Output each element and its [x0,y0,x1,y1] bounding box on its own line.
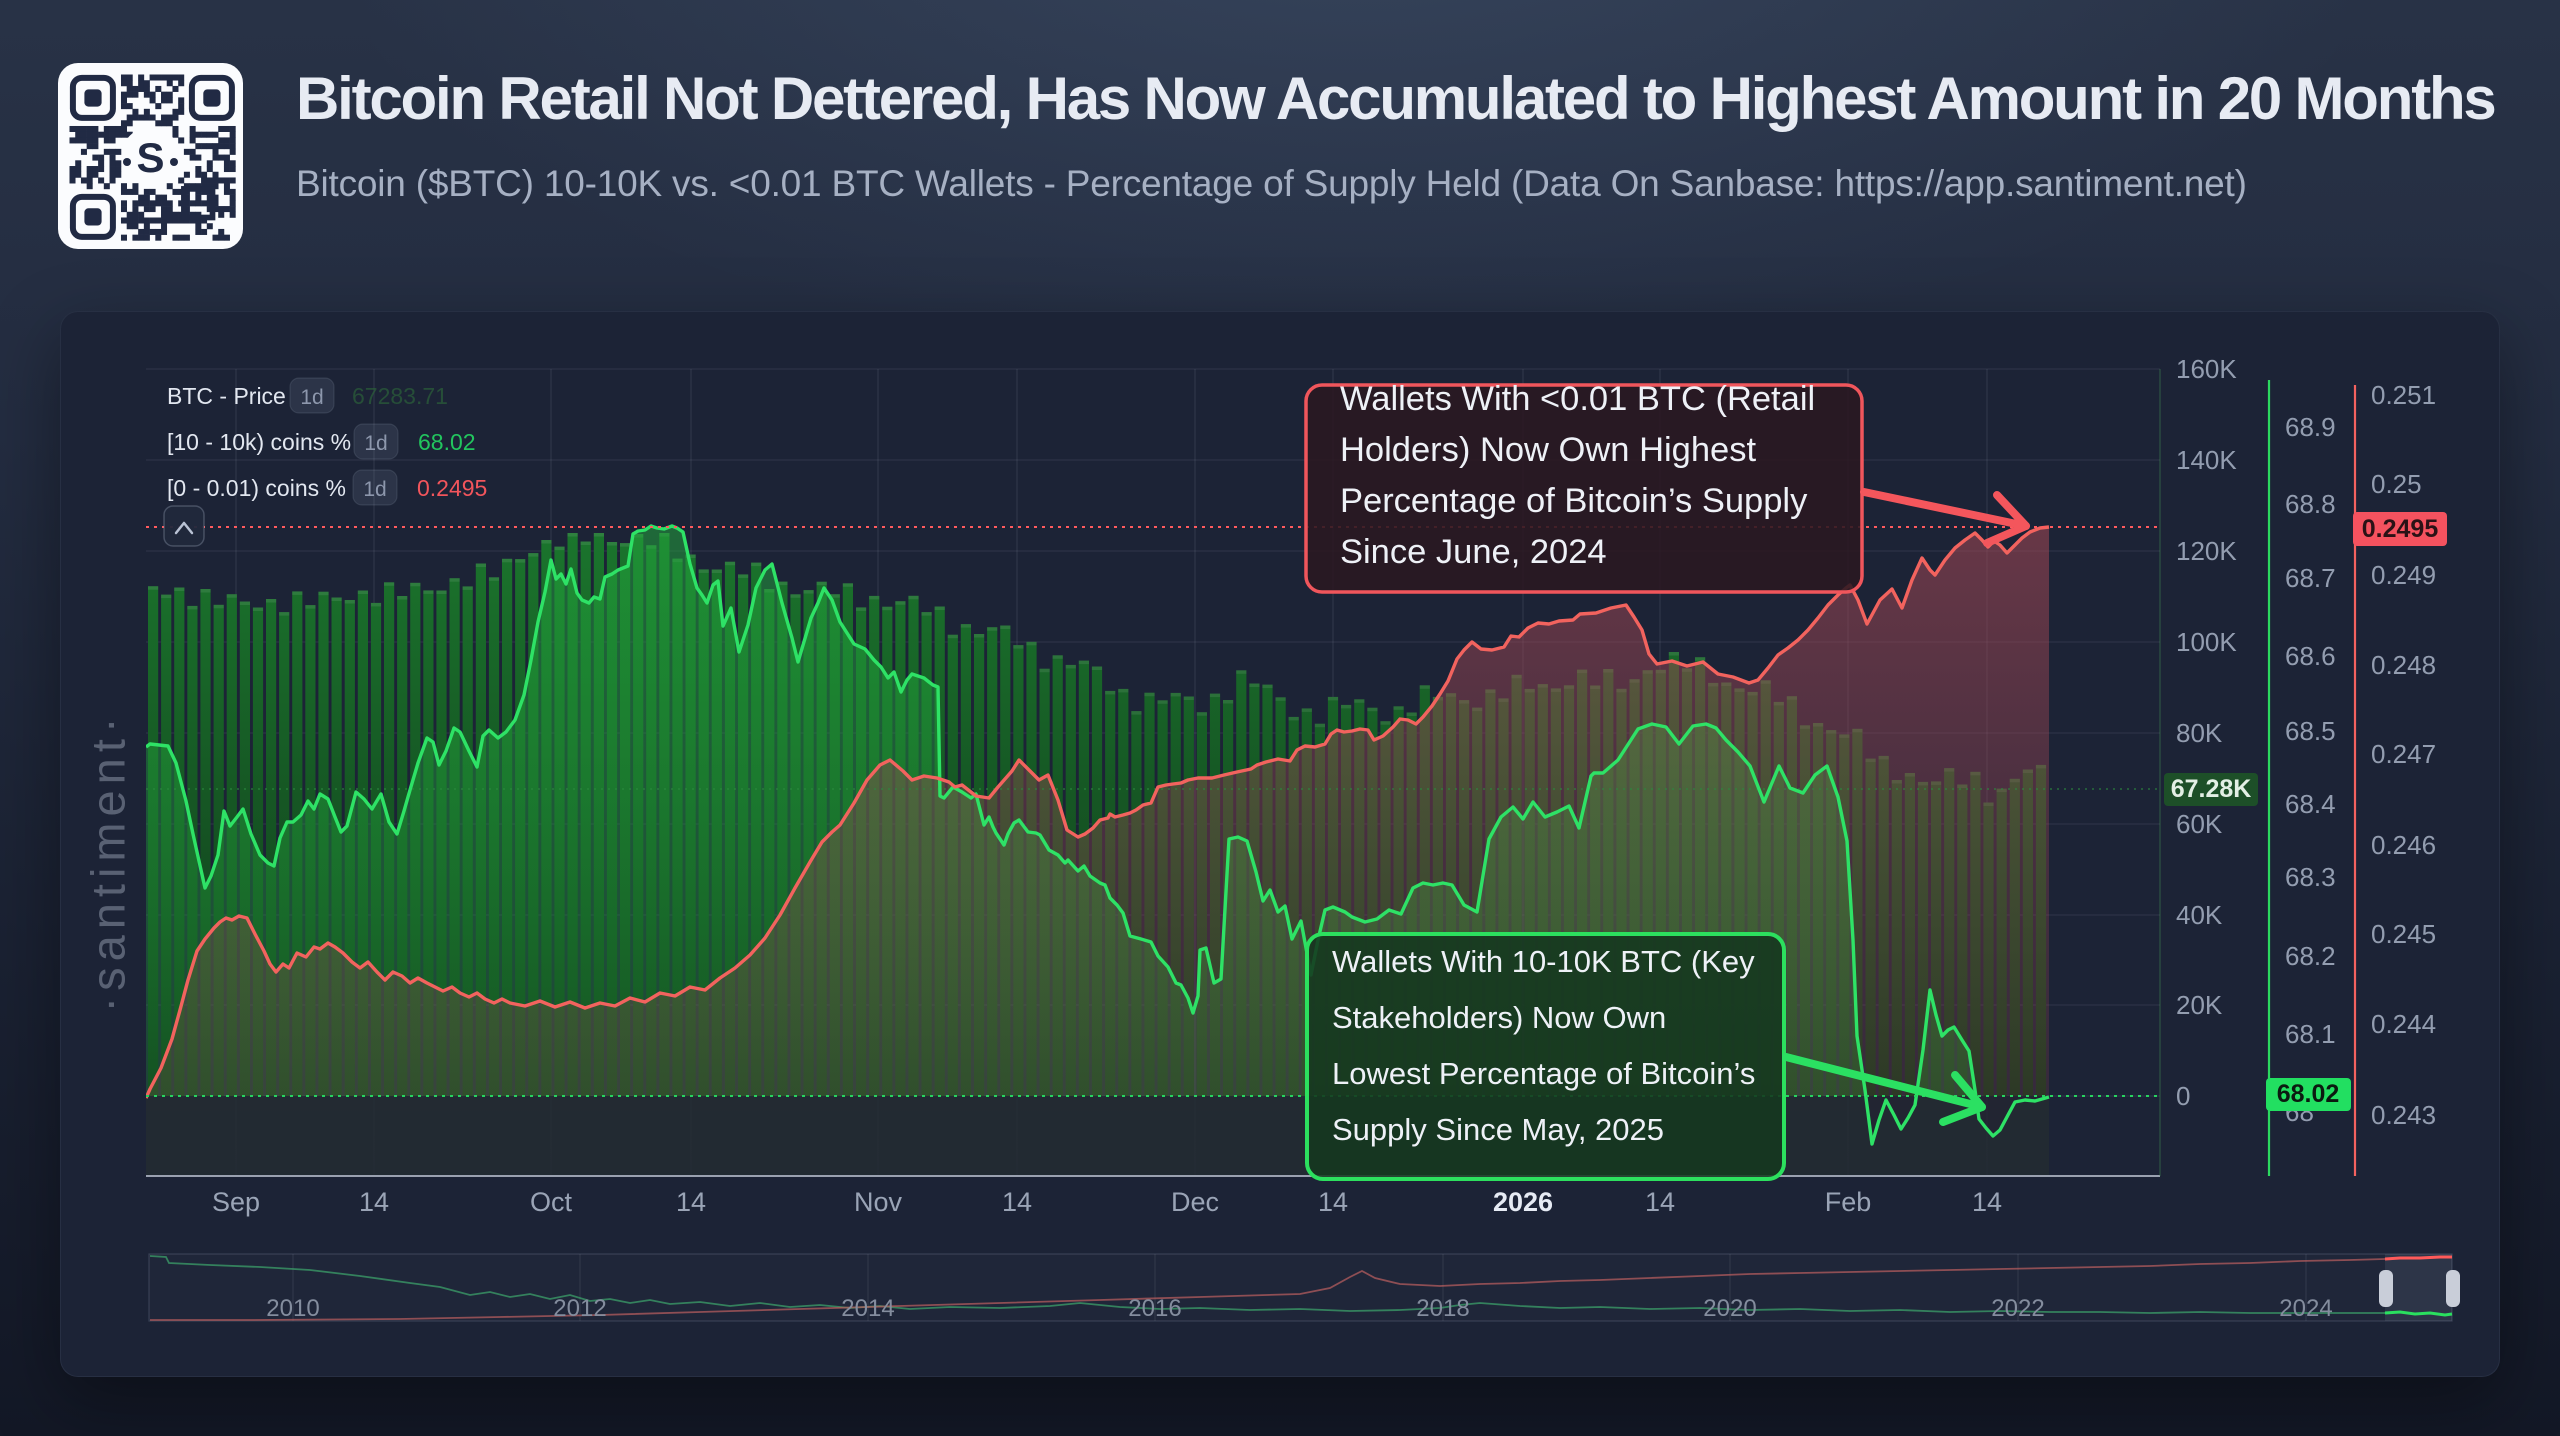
svg-text:2026: 2026 [1493,1187,1553,1217]
svg-text:140K: 140K [2176,445,2237,475]
svg-text:Oct: Oct [530,1187,573,1217]
svg-text:68.2: 68.2 [2285,941,2336,971]
svg-text:[10 - 10k) coins %: [10 - 10k) coins % [167,429,351,455]
svg-text:Lowest Percentage of Bitcoin’s: Lowest Percentage of Bitcoin’s [1332,1056,1755,1091]
svg-text:0.247: 0.247 [2371,739,2436,769]
svg-text:68.02: 68.02 [2277,1080,2340,1108]
svg-text:0.2495: 0.2495 [2362,515,2439,543]
svg-text:2012: 2012 [553,1295,606,1322]
svg-text:68.7: 68.7 [2285,563,2336,593]
svg-text:100K: 100K [2176,627,2237,657]
svg-text:14: 14 [1002,1187,1032,1217]
svg-text:Nov: Nov [854,1187,903,1217]
svg-text:Feb: Feb [1825,1187,1872,1217]
svg-text:68.1: 68.1 [2285,1019,2336,1049]
svg-text:2022: 2022 [1991,1295,2044,1322]
svg-text:68.8: 68.8 [2285,489,2336,519]
svg-text:Stakeholders) Now Own: Stakeholders) Now Own [1332,1000,1666,1035]
svg-text:0.246: 0.246 [2371,830,2436,860]
svg-text:1d: 1d [300,386,323,409]
svg-text:0.244: 0.244 [2371,1009,2436,1039]
svg-text:67283.71: 67283.71 [352,383,448,409]
svg-text:1d: 1d [364,432,387,455]
svg-text:68.02: 68.02 [418,429,476,455]
svg-text:2020: 2020 [1703,1295,1756,1322]
svg-text:67.28K: 67.28K [2171,775,2252,803]
svg-text:120K: 120K [2176,536,2237,566]
svg-text:0.2495: 0.2495 [417,475,487,501]
svg-text:2024: 2024 [2279,1295,2332,1322]
svg-text:60K: 60K [2176,809,2223,839]
svg-text:BTC - Price: BTC - Price [167,383,286,409]
svg-text:0.245: 0.245 [2371,919,2436,949]
svg-text:Wallets With 10-10K BTC (Key: Wallets With 10-10K BTC (Key [1332,944,1755,979]
svg-text:Since June, 2024: Since June, 2024 [1340,533,1607,571]
svg-text:[0 - 0.01) coins %: [0 - 0.01) coins % [167,475,346,501]
svg-text:Supply Since May, 2025: Supply Since May, 2025 [1332,1112,1664,1147]
svg-text:Holders) Now Own Highest: Holders) Now Own Highest [1340,431,1756,469]
svg-text:68.5: 68.5 [2285,716,2336,746]
svg-text:Percentage of Bitcoin’s Supply: Percentage of Bitcoin’s Supply [1340,482,1808,520]
svg-text:14: 14 [676,1187,706,1217]
svg-text:160K: 160K [2176,354,2237,384]
svg-text:40K: 40K [2176,900,2223,930]
svg-text:68.6: 68.6 [2285,641,2336,671]
svg-text:68.4: 68.4 [2285,789,2336,819]
svg-text:Sep: Sep [212,1187,260,1217]
svg-text:Wallets With <0.01 BTC (Retail: Wallets With <0.01 BTC (Retail [1340,380,1815,418]
svg-text:14: 14 [359,1187,389,1217]
svg-text:2018: 2018 [1416,1295,1469,1322]
svg-text:0.251: 0.251 [2371,380,2436,410]
svg-text:68.3: 68.3 [2285,862,2336,892]
svg-text:0: 0 [2176,1081,2190,1111]
svg-text:0.25: 0.25 [2371,469,2422,499]
svg-text:2016: 2016 [1128,1295,1181,1322]
svg-text:S: S [136,134,164,181]
svg-text:0.249: 0.249 [2371,560,2436,590]
svg-text:14: 14 [1645,1187,1675,1217]
svg-text:68.9: 68.9 [2285,412,2336,442]
svg-text:80K: 80K [2176,718,2223,748]
svg-text:0.243: 0.243 [2371,1100,2436,1130]
svg-text:Dec: Dec [1171,1187,1219,1217]
svg-text:14: 14 [1318,1187,1348,1217]
svg-text:0.248: 0.248 [2371,650,2436,680]
svg-text:2010: 2010 [266,1295,319,1322]
svg-text:1d: 1d [363,478,386,501]
svg-text:20K: 20K [2176,990,2223,1020]
svg-text:2014: 2014 [841,1295,894,1322]
svg-text:14: 14 [1972,1187,2002,1217]
